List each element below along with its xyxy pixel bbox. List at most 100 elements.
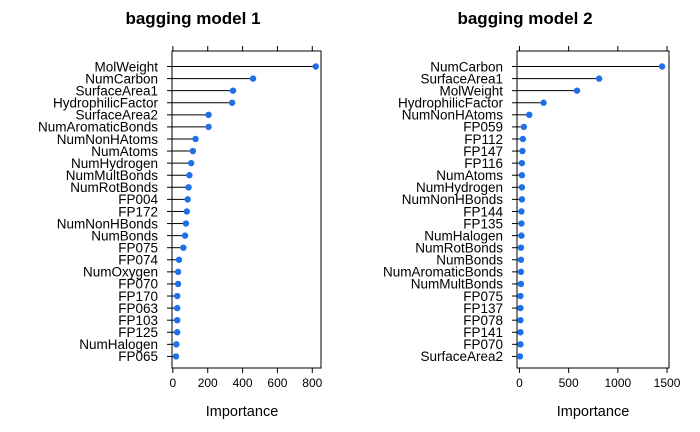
x-tick-label: 0 [170, 376, 177, 390]
importance-point [540, 99, 547, 106]
category-label: FP116 [464, 156, 503, 171]
category-label: NumCarbon [85, 71, 158, 86]
category-label: SurfaceArea2 [420, 349, 503, 364]
importance-point [174, 280, 182, 288]
category-label: FP147 [463, 144, 503, 159]
importance-point [517, 244, 525, 251]
x-tick-label: 0 [516, 376, 523, 390]
category-label: SurfaceArea1 [420, 71, 503, 86]
category-label: NumCarbon [430, 59, 503, 74]
x-axis-label: Importance [557, 404, 630, 420]
category-label: NumNonHAtoms [402, 108, 504, 123]
category-label: FP065 [118, 349, 158, 364]
x-tick-label: 600 [267, 376, 287, 390]
importance-point [173, 341, 180, 348]
importance-point [205, 123, 212, 131]
importance-point [172, 353, 180, 360]
importance-point [186, 172, 193, 179]
x-tick-label: 200 [198, 376, 218, 390]
category-label: NumAtoms [436, 168, 503, 183]
importance-point [573, 87, 581, 94]
importance-point [180, 244, 187, 251]
category-label: NumHalogen [424, 228, 503, 243]
importance-point [175, 256, 183, 263]
importance-point [205, 111, 212, 119]
category-label: NumOxygen [83, 265, 158, 280]
category-label: HydrophilicFactor [53, 96, 159, 111]
category-label: FP078 [463, 313, 503, 328]
category-label: FP137 [463, 301, 503, 316]
plot-frame [516, 50, 670, 369]
importance-point [517, 341, 524, 348]
category-label: FP144 [463, 204, 503, 219]
importance-point [174, 292, 181, 300]
category-label: FP135 [463, 216, 503, 231]
category-label: FP059 [463, 120, 503, 135]
x-tick-label: 400 [233, 376, 253, 390]
importance-point [517, 280, 525, 288]
category-label: NumHydrogen [416, 180, 503, 195]
importance-point [518, 159, 526, 167]
importance-point [229, 87, 237, 94]
x-axis-label: Importance [206, 404, 279, 420]
importance-point [187, 159, 195, 167]
importance-point [518, 232, 525, 239]
x-tick-label: 1500 [654, 376, 681, 390]
category-label: NumNonHBonds [57, 216, 159, 231]
importance-point [516, 353, 524, 360]
category-label: NumRotBonds [70, 180, 158, 195]
importance-point [595, 75, 603, 82]
importance-point [228, 99, 236, 106]
category-label: FP004 [118, 192, 158, 207]
category-label: NumBonds [91, 228, 158, 243]
importance-point [518, 220, 525, 227]
category-label: NumNonHBonds [402, 192, 504, 207]
category-label: FP112 [464, 132, 503, 147]
importance-point [520, 123, 528, 131]
category-label: FP075 [463, 289, 503, 304]
importance-point [658, 63, 666, 70]
importance-point [183, 208, 191, 215]
importance-point [185, 184, 192, 191]
importance-point [174, 316, 181, 324]
category-label: FP070 [118, 277, 158, 292]
x-tick-label: 800 [302, 376, 322, 390]
category-label: MolWeight [94, 59, 158, 74]
category-label: FP074 [118, 253, 158, 268]
category-label: FP070 [463, 337, 503, 352]
category-label: NumHydrogen [71, 156, 158, 171]
x-tick-label: 500 [559, 376, 579, 390]
category-label: NumAtoms [91, 144, 158, 159]
importance-point [518, 208, 525, 215]
importance-point [517, 292, 524, 300]
category-label: FP063 [118, 301, 158, 316]
chart-title: bagging model 2 [457, 9, 592, 28]
importance-point [518, 196, 526, 203]
category-label: NumMultBonds [66, 168, 159, 183]
importance-point [312, 63, 319, 70]
category-label: NumBonds [436, 253, 503, 268]
importance-point [517, 268, 525, 276]
importance-point [174, 304, 181, 312]
importance-point [192, 135, 199, 143]
category-label: FP103 [118, 313, 158, 328]
category-label: MolWeight [439, 83, 503, 98]
importance-point [519, 135, 527, 143]
category-label: NumNonHAtoms [57, 132, 159, 147]
importance-point [174, 329, 181, 336]
x-tick-label: 1000 [604, 376, 631, 390]
category-label: NumRotBonds [415, 241, 503, 256]
importance-point [526, 111, 533, 119]
category-label: FP141 [463, 325, 503, 340]
category-label: HydrophilicFactor [398, 96, 504, 111]
importance-point [517, 256, 525, 263]
importance-point [249, 75, 257, 82]
importance-point [182, 220, 190, 227]
category-label: NumAromaticBonds [38, 120, 158, 135]
bagging-model-2-panel: bagging model 2 Importance 0 500 1000 1500 N… [383, 9, 681, 420]
category-label: NumAromaticBonds [383, 265, 503, 280]
importance-point [189, 147, 197, 155]
importance-point [181, 232, 189, 239]
chart-title: bagging model 1 [125, 9, 260, 28]
